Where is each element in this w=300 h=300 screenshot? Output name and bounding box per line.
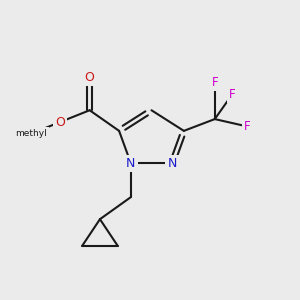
Text: N: N [167, 157, 177, 170]
Text: methyl: methyl [15, 129, 46, 138]
Text: F: F [244, 120, 250, 133]
Text: O: O [85, 71, 94, 84]
Text: N: N [126, 157, 136, 170]
Text: F: F [212, 76, 218, 89]
Text: O: O [55, 116, 65, 128]
Text: F: F [229, 88, 236, 100]
